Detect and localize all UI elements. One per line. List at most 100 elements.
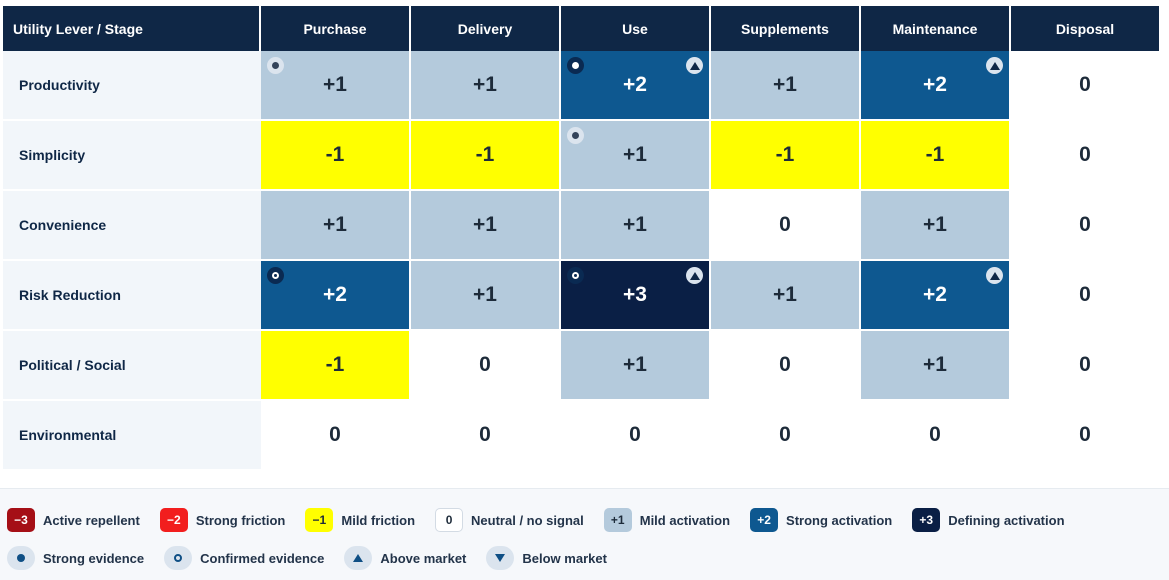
score-value: +1 xyxy=(473,213,497,236)
below-market-icon xyxy=(486,546,515,570)
score-cell: -1 xyxy=(711,121,861,191)
legend-swatch: −3 xyxy=(7,508,35,532)
score-value: 0 xyxy=(1079,143,1091,166)
score-value: +1 xyxy=(473,73,497,96)
legend-label: Strong friction xyxy=(195,512,286,528)
score-cell: 0 xyxy=(1011,51,1161,121)
stage-header: Disposal xyxy=(1011,6,1161,51)
row-label: Convenience xyxy=(3,191,261,261)
score-cell: 0 xyxy=(1011,261,1161,331)
stage-header: Use xyxy=(561,6,711,51)
score-value: +1 xyxy=(473,283,497,306)
score-cell: -1 xyxy=(861,121,1011,191)
legend-swatch: −1 xyxy=(305,508,334,532)
legend-item: −3 Active repellent xyxy=(7,508,140,532)
score-cell: +3 xyxy=(561,261,711,331)
legend-label: Strong activation xyxy=(786,512,893,528)
legend-item: +1 Mild activation xyxy=(603,508,731,532)
score-cell: +2 xyxy=(261,261,411,331)
score-value: -1 xyxy=(475,143,495,166)
above-market-icon xyxy=(986,57,1003,74)
score-cell: +1 xyxy=(411,51,561,121)
legend-item: −1 Mild friction xyxy=(305,508,415,532)
score-cell: +1 xyxy=(261,51,411,121)
score-value: 0 xyxy=(929,423,941,446)
score-cell: 0 xyxy=(411,331,561,401)
score-cell: 0 xyxy=(711,331,861,401)
strong-evidence-icon xyxy=(567,57,584,74)
legend-label: Above market xyxy=(380,550,467,566)
score-value: 0 xyxy=(1079,73,1091,96)
confirmed-evidence-icon xyxy=(267,267,284,284)
score-cell: -1 xyxy=(261,331,411,401)
score-value: +1 xyxy=(623,213,647,236)
score-value: 0 xyxy=(1079,213,1091,236)
strong-evidence-icon xyxy=(567,127,584,144)
score-cell: +1 xyxy=(261,191,411,261)
score-cell: 0 xyxy=(1011,121,1161,191)
score-value: +1 xyxy=(773,283,797,306)
above-market-icon xyxy=(986,267,1003,284)
strong-evidence-icon xyxy=(7,546,35,570)
stage-header: Supplements xyxy=(711,6,861,51)
legend-label: Active repellent xyxy=(43,512,140,528)
score-cell: +2 xyxy=(861,261,1011,331)
score-value: 0 xyxy=(629,423,641,446)
legend-item: Above market xyxy=(344,546,466,570)
confirmed-evidence-icon xyxy=(567,267,584,284)
legend-item: +3 Defining activation xyxy=(912,508,1065,532)
legend-item: +2 Strong activation xyxy=(750,508,892,532)
score-cell: 0 xyxy=(1011,191,1161,261)
legend-label: Mild activation xyxy=(639,512,731,528)
score-value: 0 xyxy=(779,353,791,376)
legend-swatch: +2 xyxy=(750,508,779,532)
score-value: 0 xyxy=(779,213,791,236)
row-label: Productivity xyxy=(3,51,261,121)
legend-item: 0 Neutral / no signal xyxy=(435,508,584,532)
score-cell: 0 xyxy=(411,401,561,471)
legend-scale: −3 Active repellent −2 Strong friction −1 Mil… xyxy=(7,508,1085,532)
score-cell: 0 xyxy=(1011,331,1161,401)
above-market-icon xyxy=(686,57,703,74)
above-market-icon xyxy=(344,546,373,570)
score-cell: 0 xyxy=(711,401,861,471)
legend-item: Strong evidence xyxy=(7,546,144,570)
score-cell: 0 xyxy=(711,191,861,261)
score-cell: +1 xyxy=(711,261,861,331)
legend-label: Neutral / no signal xyxy=(471,512,584,528)
legend-item: Confirmed evidence xyxy=(164,546,324,570)
score-value: +1 xyxy=(773,73,797,96)
score-cell: +1 xyxy=(561,331,711,401)
legend-label: Confirmed evidence xyxy=(200,550,325,566)
legend-item: Below market xyxy=(486,546,607,570)
score-value: +1 xyxy=(623,143,647,166)
stage-header: Purchase xyxy=(261,6,411,51)
score-value: +1 xyxy=(923,213,947,236)
score-cell: -1 xyxy=(411,121,561,191)
row-label: Environmental xyxy=(3,401,261,471)
score-value: +3 xyxy=(623,283,647,306)
score-value: 0 xyxy=(1079,353,1091,376)
score-cell: +1 xyxy=(711,51,861,121)
row-label: Political / Social xyxy=(3,331,261,401)
legend-markers: Strong evidence Confirmed evidence Above m… xyxy=(7,546,627,570)
score-value: 0 xyxy=(1079,423,1091,446)
score-cell: +1 xyxy=(411,261,561,331)
legend: −3 Active repellent −2 Strong friction −1 Mil… xyxy=(0,488,1169,580)
stage-header: Delivery xyxy=(411,6,561,51)
score-value: -1 xyxy=(325,353,345,376)
score-cell: +1 xyxy=(861,331,1011,401)
score-value: 0 xyxy=(779,423,791,446)
score-value: +2 xyxy=(923,73,947,96)
score-value: +2 xyxy=(923,283,947,306)
score-value: 0 xyxy=(1079,283,1091,306)
score-value: -1 xyxy=(775,143,795,166)
score-value: +1 xyxy=(923,353,947,376)
score-cell: 0 xyxy=(561,401,711,471)
legend-label: Strong evidence xyxy=(43,550,145,566)
row-label: Simplicity xyxy=(3,121,261,191)
score-cell: -1 xyxy=(261,121,411,191)
score-cell: 0 xyxy=(261,401,411,471)
score-cell: 0 xyxy=(1011,401,1161,471)
score-value: -1 xyxy=(925,143,945,166)
